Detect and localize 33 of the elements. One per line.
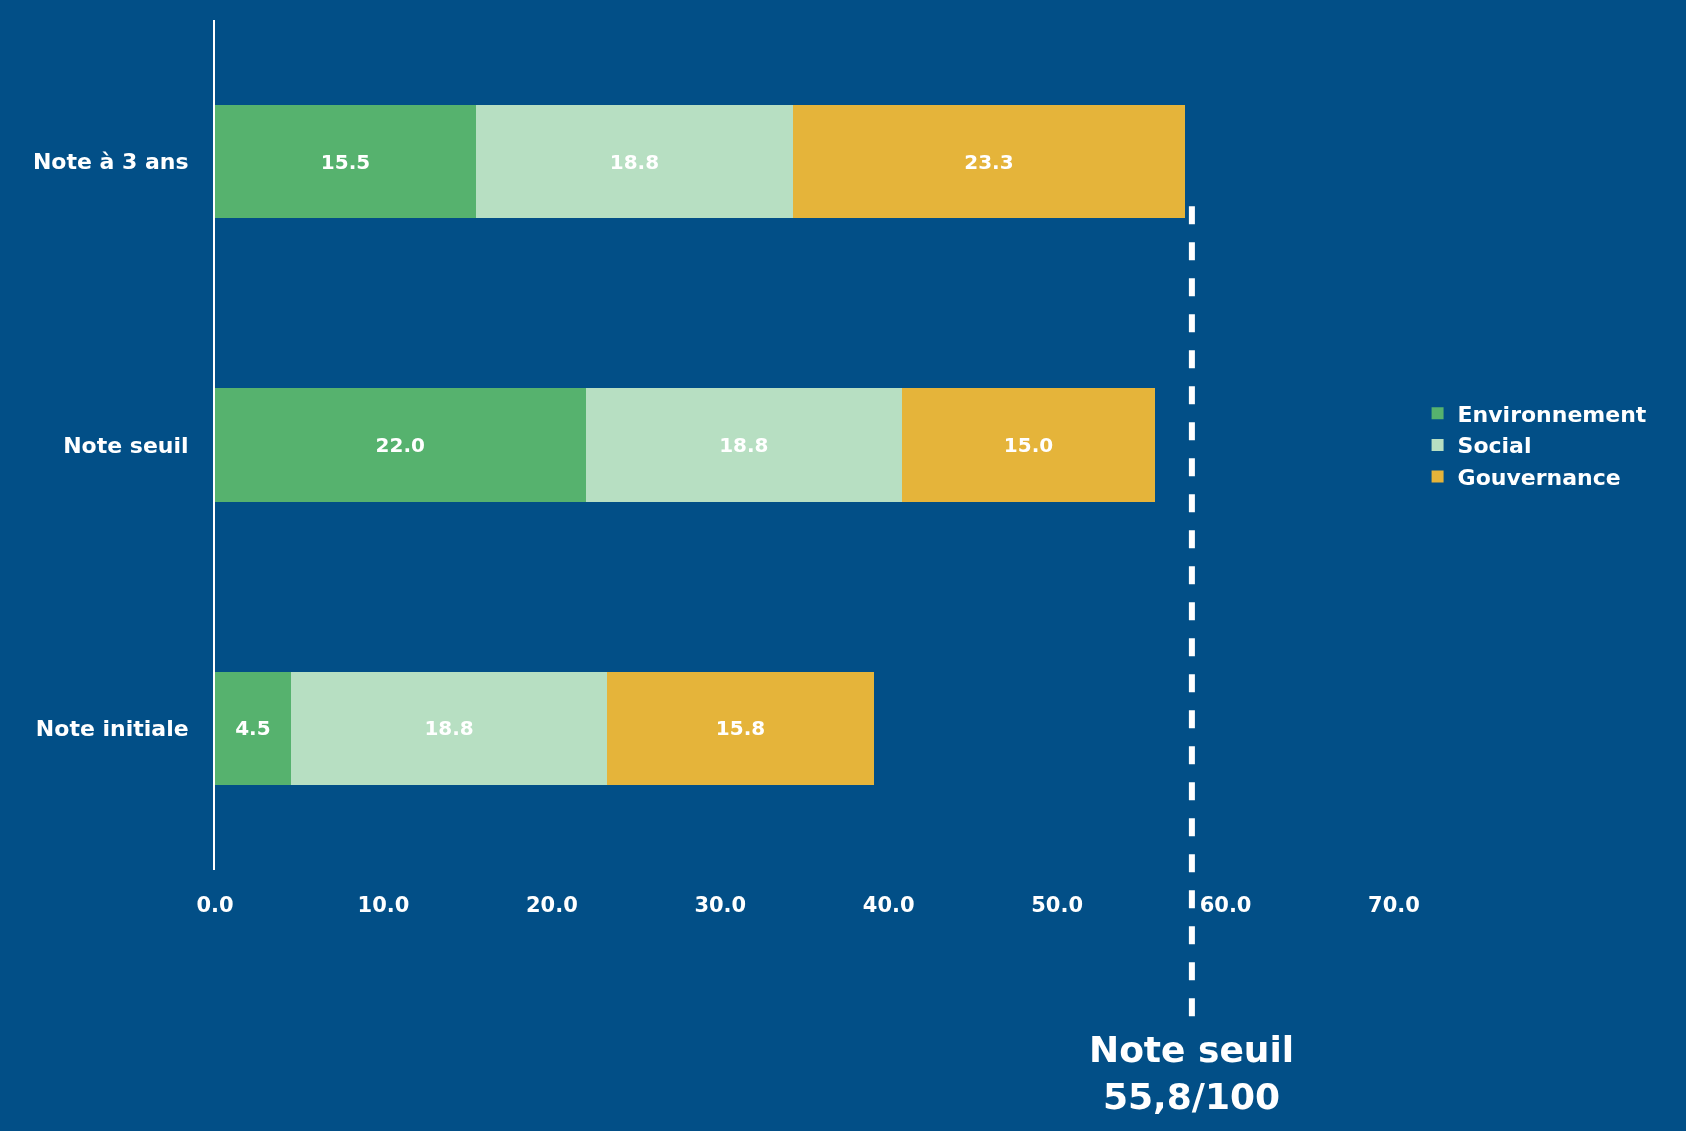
bar — [215, 105, 477, 219]
ref-line-label: Note seuil 55,8/100 — [1089, 1029, 1295, 1117]
bar — [215, 388, 586, 502]
data-label: 18.8 — [719, 433, 769, 457]
x-tick-label: 70.0 — [1368, 893, 1420, 917]
data-label: 15.8 — [715, 716, 766, 741]
bar — [792, 105, 1186, 219]
x-tick-label: 40.0 — [862, 893, 915, 917]
data-label: 23.3 — [964, 149, 1014, 174]
y-tick-label: Note seuil — [63, 432, 189, 458]
bar — [585, 388, 903, 502]
data-label: 18.8 — [424, 716, 474, 741]
data-label: 15.0 — [1003, 433, 1054, 457]
data-label: 18.8 — [609, 149, 660, 174]
x-tick-label: 30.0 — [694, 893, 747, 917]
data-label: 22.0 — [375, 433, 425, 457]
x-tick-label: 20.0 — [525, 893, 578, 917]
legend-label: Gouvernance — [1457, 465, 1621, 491]
x-tick-label: 0.0 — [196, 893, 234, 917]
x-tick-label: 60.0 — [1199, 893, 1252, 917]
legend-label: Social — [1457, 433, 1532, 459]
y-tick-label: Note initiale — [35, 716, 189, 742]
bar — [902, 388, 1155, 502]
bar — [607, 671, 874, 785]
data-label: 15.5 — [320, 149, 371, 174]
bar — [476, 105, 793, 219]
x-tick-label: 50.0 — [1031, 893, 1084, 917]
bar — [290, 671, 608, 785]
bar — [215, 671, 291, 785]
y-tick-label: Note à 3 ans — [32, 149, 189, 175]
legend-label: Environnement — [1457, 401, 1647, 427]
data-label: 4.5 — [235, 716, 271, 741]
x-tick-label: 10.0 — [357, 893, 410, 917]
